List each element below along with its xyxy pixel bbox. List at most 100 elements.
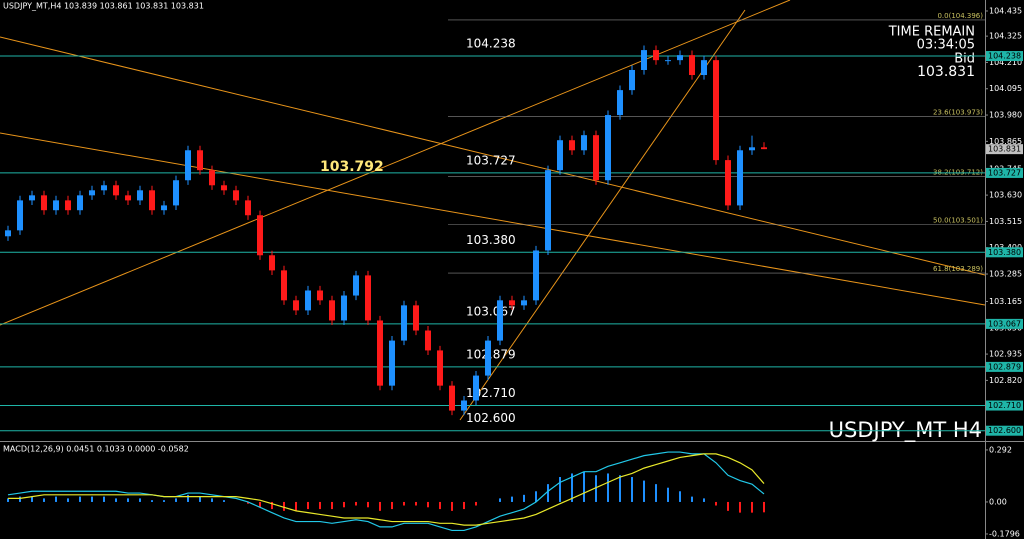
candle-body bbox=[569, 140, 575, 151]
candle-body bbox=[701, 60, 707, 76]
y-tick-label: 103.980 bbox=[989, 111, 1022, 120]
level-box bbox=[986, 167, 1023, 178]
trendline bbox=[0, 132, 986, 306]
candle-body bbox=[149, 190, 155, 211]
level-axis-label: 103.067 bbox=[988, 319, 1021, 328]
level-axis-label: 102.710 bbox=[988, 401, 1021, 410]
candle-body bbox=[29, 195, 35, 201]
candle-body bbox=[53, 200, 59, 211]
candle-body bbox=[449, 385, 455, 411]
candle-body bbox=[713, 60, 719, 161]
candle-body bbox=[725, 160, 731, 206]
y-tick-label: 103.630 bbox=[989, 191, 1022, 200]
candle-body bbox=[161, 205, 167, 211]
level-box bbox=[986, 247, 1023, 258]
candle-body bbox=[101, 185, 107, 191]
candle-body bbox=[173, 180, 179, 206]
level-label: 103.727 bbox=[466, 153, 516, 167]
macd-line bbox=[8, 453, 765, 526]
candle-body bbox=[509, 300, 515, 306]
candle-body bbox=[41, 195, 47, 211]
candle-body bbox=[185, 150, 191, 181]
level-axis-label: 104.238 bbox=[988, 52, 1021, 61]
candle-body bbox=[545, 170, 551, 251]
candle-body bbox=[245, 200, 251, 216]
y-tick-label: 103.285 bbox=[989, 270, 1022, 279]
candle-body bbox=[641, 50, 647, 70]
level-axis-label: 103.727 bbox=[988, 168, 1021, 177]
bid-label: Bid bbox=[954, 52, 975, 67]
candle-body bbox=[197, 150, 203, 171]
price-box bbox=[986, 144, 1023, 155]
fib-label: 50.0(103.501) bbox=[933, 217, 983, 225]
candle-body bbox=[293, 300, 299, 311]
candle-body bbox=[17, 200, 23, 231]
candle-body bbox=[497, 300, 503, 341]
y-tick-label: 103.165 bbox=[989, 297, 1022, 306]
y-tick-label: 0.00 bbox=[989, 497, 1007, 506]
candle-body bbox=[341, 295, 347, 321]
candle-body bbox=[65, 200, 71, 211]
trendline bbox=[0, 36, 986, 276]
bid: 103.831 bbox=[917, 64, 975, 80]
y-tick-label: 102.935 bbox=[989, 350, 1022, 359]
fib-label: 23.6(103.973) bbox=[933, 109, 983, 117]
candle-body bbox=[737, 150, 743, 206]
candle-body bbox=[209, 170, 215, 186]
candle-body bbox=[269, 255, 275, 271]
level-box bbox=[986, 318, 1023, 329]
candle-body bbox=[137, 190, 143, 201]
candle-body bbox=[221, 185, 227, 191]
candle-body bbox=[413, 305, 419, 331]
candle-body bbox=[365, 275, 371, 321]
level-box bbox=[986, 425, 1023, 436]
candle-body bbox=[749, 147, 755, 151]
level-label: 103.380 bbox=[466, 233, 516, 247]
candle-body bbox=[353, 275, 359, 296]
level-box bbox=[986, 400, 1023, 411]
candle-body bbox=[437, 350, 443, 386]
candle-body bbox=[581, 135, 587, 151]
candle-body bbox=[305, 290, 311, 311]
candle-body bbox=[77, 195, 83, 211]
candle-body bbox=[377, 320, 383, 386]
candle-body bbox=[605, 115, 611, 181]
chart-header: USDJPY_MT,H4 103.839 103.861 103.831 103… bbox=[3, 2, 204, 11]
y-tick-label: 103.865 bbox=[989, 137, 1022, 146]
candle-body bbox=[125, 195, 131, 201]
current-price: 103.831 bbox=[988, 145, 1021, 154]
level-axis-label: 103.380 bbox=[988, 248, 1021, 257]
candle-body bbox=[689, 55, 695, 76]
level-axis-label: 102.879 bbox=[988, 362, 1021, 371]
candle-body bbox=[533, 250, 539, 301]
annotation: 103.792 bbox=[320, 159, 384, 175]
y-tick-label: 102.820 bbox=[989, 376, 1022, 385]
y-tick-label: -0.1796 bbox=[989, 529, 1020, 538]
time-remain-label: TIME REMAIN bbox=[888, 25, 975, 40]
candle-body bbox=[653, 50, 659, 61]
level-box bbox=[986, 51, 1023, 62]
y-tick-label: 0.292 bbox=[989, 445, 1012, 454]
y-tick-label: 103.515 bbox=[989, 217, 1022, 226]
candle-body bbox=[521, 300, 527, 306]
macd-line bbox=[7, 451, 765, 532]
fib-label: 38.2(103.712) bbox=[933, 168, 983, 176]
candle-body bbox=[425, 330, 431, 351]
level-label: 103.067 bbox=[466, 304, 516, 318]
candle-body bbox=[677, 55, 683, 61]
candle-body bbox=[89, 190, 95, 196]
y-tick-label: 104.095 bbox=[989, 84, 1022, 93]
candle-body bbox=[317, 290, 323, 301]
macd-header: MACD(12,26,9) 0.0451 0.1033 0.0000 -0.05… bbox=[3, 445, 189, 454]
candle-body bbox=[257, 215, 263, 256]
level-label: 104.238 bbox=[466, 37, 516, 51]
candle-body bbox=[401, 305, 407, 341]
level-axis-label: 102.600 bbox=[988, 426, 1021, 435]
candle-body bbox=[629, 69, 635, 91]
candle-body bbox=[5, 230, 11, 237]
y-tick-label: 104.435 bbox=[989, 6, 1022, 15]
level-box bbox=[986, 361, 1023, 372]
y-tick-label: 104.210 bbox=[989, 58, 1022, 67]
candle-body bbox=[617, 90, 623, 116]
